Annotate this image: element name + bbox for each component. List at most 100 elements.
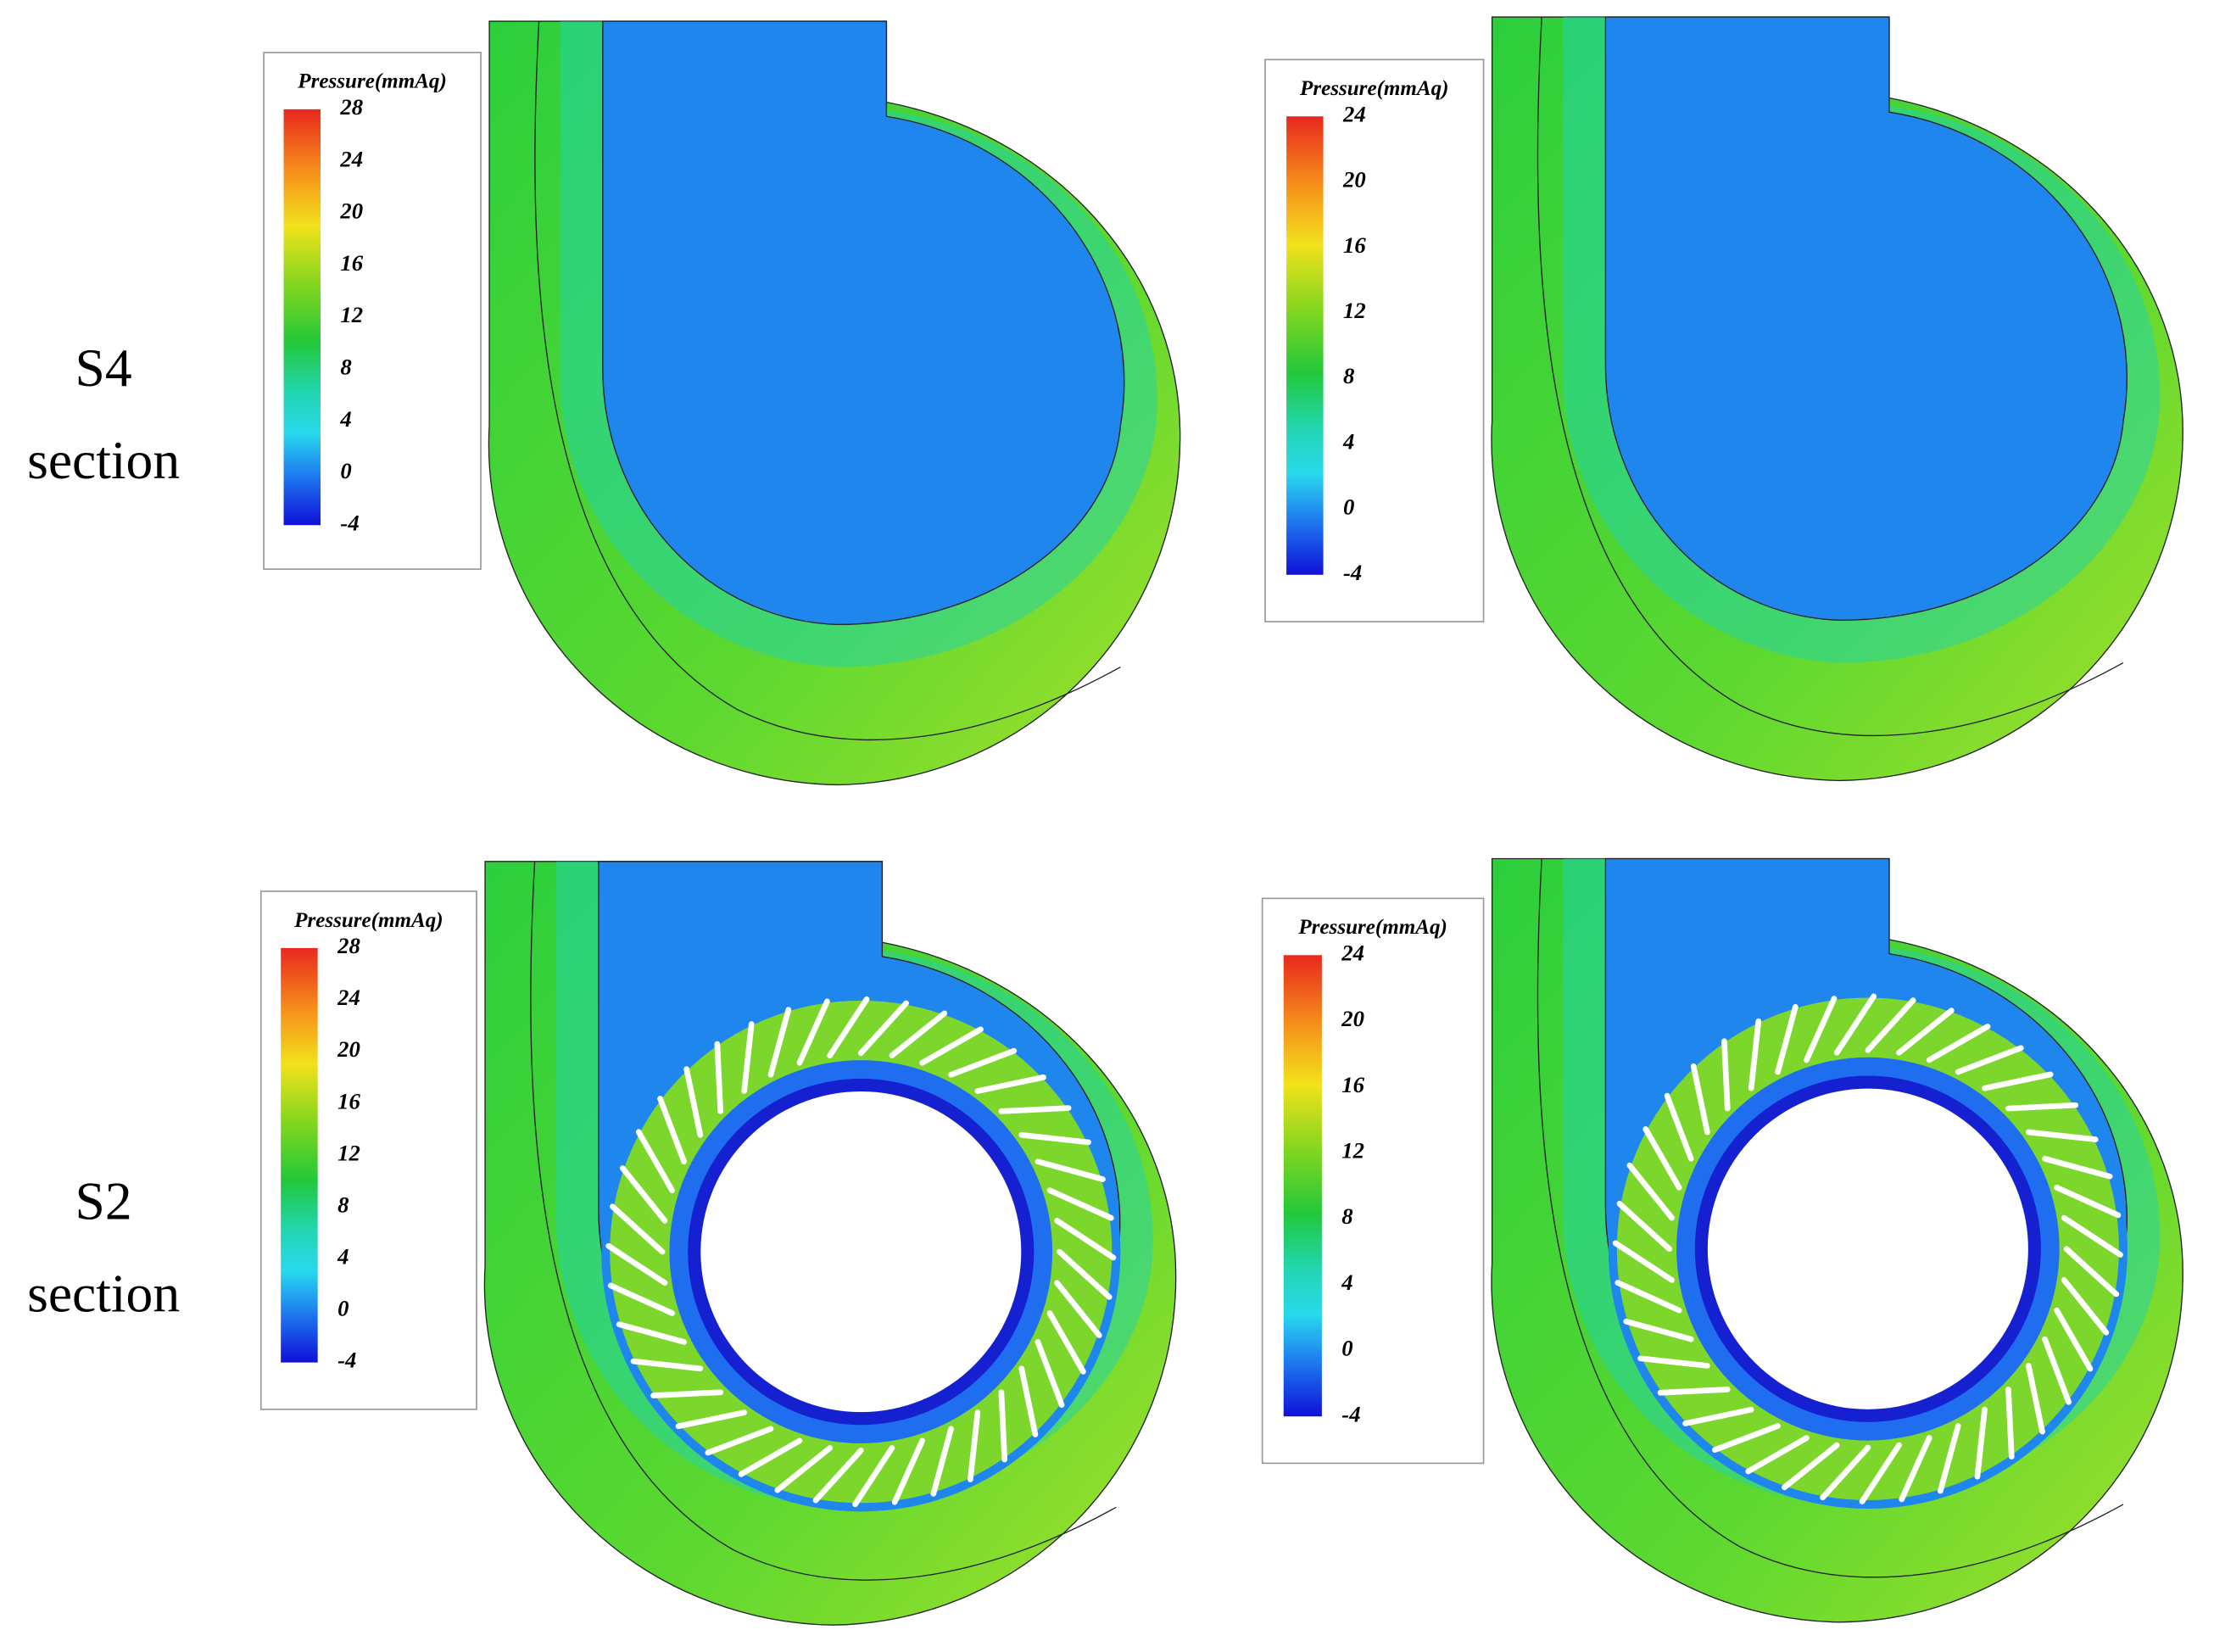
row-title: S4	[75, 338, 132, 398]
blade	[714, 1041, 724, 1114]
legend: Pressure(mmAq)24 20 16 12 8 4 0 -4	[1261, 897, 1485, 1465]
colorbar-tick-label: 24	[339, 146, 363, 171]
colorbar-tick-label: 16	[340, 250, 363, 276]
hub-opening	[1707, 1088, 2028, 1409]
colorbar-tick-label: 12	[340, 302, 363, 327]
blade	[2054, 1307, 2094, 1372]
blade	[630, 1358, 704, 1372]
blade	[675, 1409, 747, 1430]
blade	[1745, 1435, 1810, 1475]
legend: Pressure(mmAq)28 24 20 16 12 8 4 0 -4	[263, 52, 482, 570]
blade	[2061, 1277, 2110, 1336]
blade	[2005, 1387, 2015, 1460]
row-title: S2	[75, 1171, 132, 1231]
contour-line	[534, 21, 1121, 740]
blade	[1712, 1423, 1781, 1453]
blade	[1626, 1162, 1675, 1221]
hub-opening	[700, 1091, 1022, 1413]
legend-title: Pressure(mmAq)	[293, 909, 443, 932]
blade	[1035, 1158, 1106, 1182]
blade	[1616, 1201, 1673, 1253]
blade	[738, 1437, 803, 1477]
blade	[1955, 1045, 2024, 1075]
blade	[1054, 1218, 1117, 1261]
blade	[812, 1448, 864, 1504]
blade	[657, 1096, 687, 1165]
row-subtitle: section	[27, 1263, 180, 1323]
contour-line	[1536, 17, 2124, 736]
colorbar-tick-label: 28	[339, 94, 363, 120]
blade	[1820, 1444, 1871, 1501]
blade	[1057, 1248, 1113, 1300]
blade	[1046, 1187, 1114, 1221]
colorbar-tick-label: 4	[339, 406, 351, 432]
blade	[605, 1242, 668, 1286]
colorbar-tick-label: 20	[1341, 1006, 1364, 1031]
colorbar-tick-label: 12	[1343, 298, 1366, 323]
blade	[1682, 1406, 1754, 1426]
colorbar-tick-label: 4	[337, 1244, 349, 1270]
blade	[1938, 1423, 1961, 1494]
colorbar-tick-label: 8	[1341, 1203, 1352, 1229]
blade	[616, 1321, 687, 1345]
blade	[1018, 1131, 1091, 1146]
blade	[1865, 997, 1916, 1053]
colorbar-tick-label: 8	[337, 1192, 349, 1217]
blade	[2063, 1246, 2120, 1298]
blade	[1642, 1126, 1682, 1191]
blade	[889, 1010, 948, 1058]
blade	[1046, 1310, 1086, 1375]
legend-title: Pressure(mmAq)	[297, 70, 447, 93]
blade	[650, 1389, 724, 1398]
colorbar-tick-label: 0	[340, 458, 351, 483]
volute-contour	[1491, 857, 2183, 1623]
colorbar-tick-label: 4	[1342, 428, 1354, 454]
blade	[1612, 1240, 1675, 1283]
blade	[2025, 1129, 2099, 1142]
blade	[607, 1282, 675, 1316]
blade	[1982, 1071, 2054, 1091]
blade	[974, 1074, 1046, 1094]
blade	[1664, 1092, 1694, 1162]
blade	[767, 1007, 792, 1078]
blade	[1859, 1442, 1902, 1504]
blade	[1035, 1339, 1065, 1408]
colorbar-tick-label: 16	[1341, 1072, 1364, 1097]
blade	[1899, 1435, 1932, 1503]
colorbar	[1286, 116, 1324, 575]
blade	[968, 1409, 981, 1482]
blade	[1018, 1365, 1039, 1437]
blade	[1748, 1018, 1762, 1091]
blade	[998, 1389, 1008, 1463]
colorbar-tick-label: 0	[337, 1296, 349, 1321]
colorbar	[1283, 955, 1322, 1417]
colorbar-tick-label: 24	[1342, 101, 1366, 126]
blade	[1974, 1406, 1988, 1480]
blade	[741, 1021, 755, 1094]
blade	[2025, 1363, 2045, 1435]
colorbar-tick-label: 12	[337, 1140, 360, 1165]
colorbar-tick-label: -4	[340, 510, 359, 535]
blade	[1926, 1024, 1991, 1063]
colorbar-tick-label: 12	[1341, 1138, 1364, 1164]
colorbar-tick-label: 16	[337, 1088, 360, 1113]
blade	[1614, 1280, 1682, 1314]
blade	[930, 1426, 954, 1497]
blade	[2061, 1214, 2123, 1258]
blade	[1775, 1004, 1799, 1075]
colorbar-tick-label: 8	[1343, 363, 1354, 388]
blade	[2042, 1336, 2072, 1405]
blade	[998, 1105, 1072, 1114]
colorbar-tick-label: 8	[340, 354, 351, 379]
blade	[852, 1445, 895, 1508]
low-pressure-zone	[1604, 16, 2128, 622]
volute-contour	[483, 861, 1177, 1626]
colorbar-tick-label: 16	[1343, 232, 1366, 258]
blade	[1690, 1063, 1710, 1136]
blade	[774, 1445, 834, 1493]
legend-title: Pressure(mmAq)	[1299, 77, 1449, 100]
blade	[1657, 1387, 1731, 1396]
legend-title: Pressure(mmAq)	[1297, 916, 1447, 939]
contour-line	[1536, 858, 2124, 1578]
